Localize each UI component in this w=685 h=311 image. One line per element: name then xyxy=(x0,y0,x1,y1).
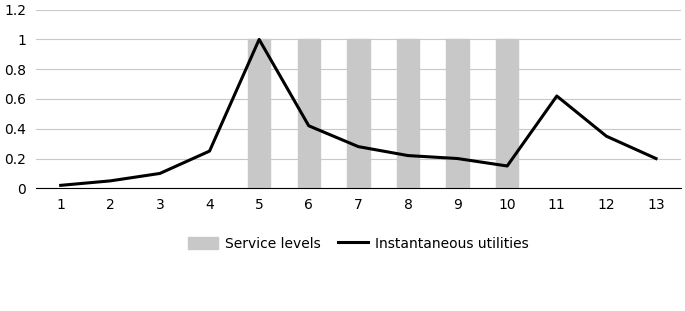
Bar xyxy=(347,39,369,188)
Bar xyxy=(496,39,519,188)
Bar xyxy=(297,39,320,188)
Legend: Service levels, Instantaneous utilities: Service levels, Instantaneous utilities xyxy=(182,231,534,256)
Bar xyxy=(447,39,469,188)
Bar xyxy=(397,39,419,188)
Bar xyxy=(248,39,271,188)
